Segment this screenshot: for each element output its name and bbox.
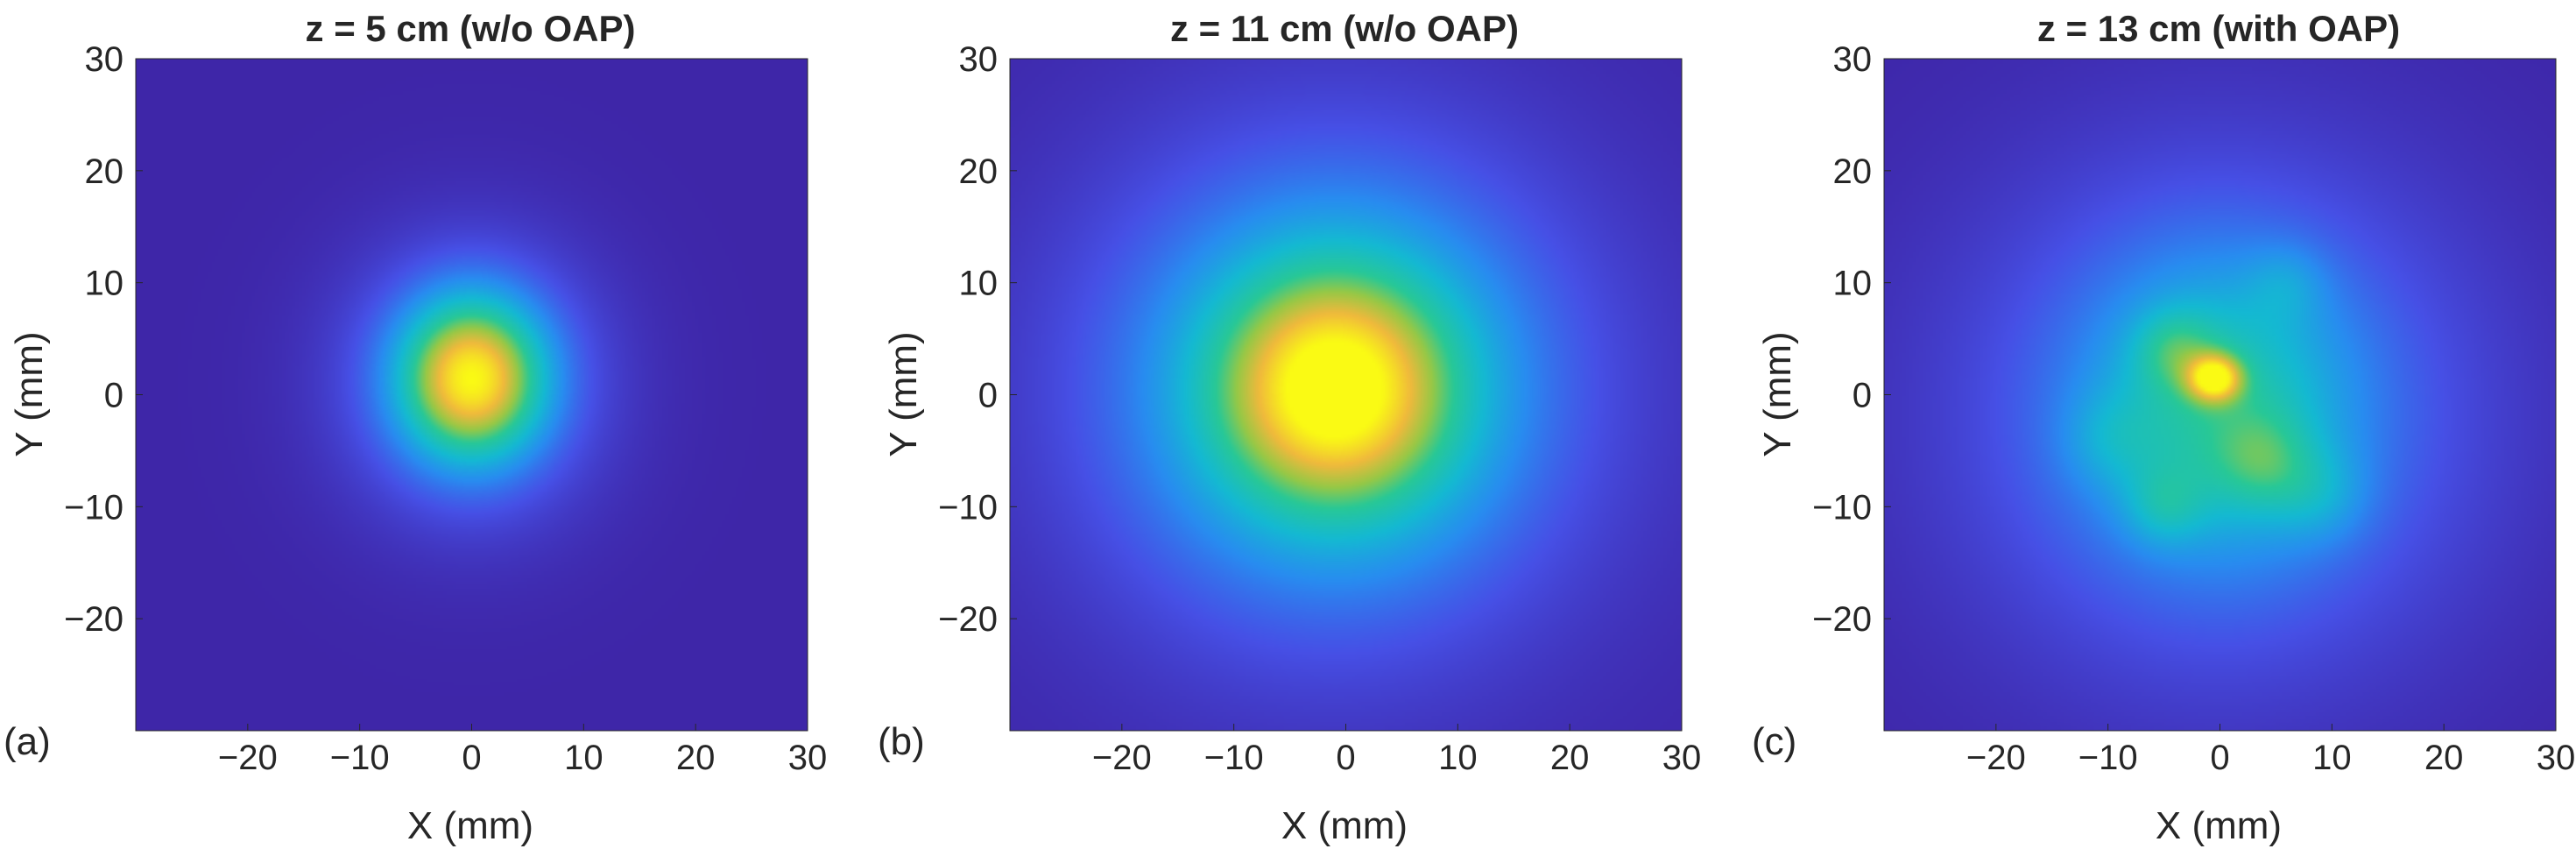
y-ticks: 30 20 10 0 −10 −20 [938,40,1017,639]
panel-label: (b) [878,720,925,763]
panel-a: z = 5 cm (w/o OAP) −20 −10 0 10 20 30 30 20 10 0… [4,8,827,847]
x-tick-label: 10 [564,739,603,777]
x-tick-label: 20 [2424,739,2464,777]
y-tick-label: 20 [959,152,999,191]
x-tick-label: −20 [1092,739,1152,777]
x-ticks: −20 −10 0 10 20 30 [1092,724,1701,777]
x-tick-label: 0 [462,739,481,777]
panel-label: (c) [1752,720,1796,763]
panel-c: z = 13 cm (with OAP) −20 −10 0 10 20 30 30 20 1… [1752,8,2575,847]
y-tick-label: −10 [938,488,998,527]
y-tick-label: 30 [85,40,124,79]
heatmap-image [136,59,808,731]
x-tick-label: 20 [676,739,716,777]
x-tick-label: 10 [1438,739,1478,777]
x-tick-label: 20 [1550,739,1590,777]
x-tick-label: 30 [2537,739,2576,777]
x-axis-label: X (mm) [1281,804,1408,847]
x-tick-label: 30 [788,739,828,777]
y-axis-label: Y (mm) [882,331,925,456]
y-tick-label: 20 [85,152,124,191]
y-tick-label: −20 [64,600,124,639]
x-tick-label: −20 [218,739,278,777]
y-tick-label: 10 [1833,265,1873,303]
heatmap-image [1884,59,2556,731]
x-tick-label: −20 [1966,739,2026,777]
y-tick-label: 20 [1833,152,1873,191]
y-tick-label: 0 [1853,377,1872,415]
y-tick-label: −20 [938,600,998,639]
y-ticks: 30 20 10 0 −10 −20 [1812,40,1891,639]
panel-title: z = 11 cm (w/o OAP) [1170,8,1519,49]
x-ticks: −20 −10 0 10 20 30 [1966,724,2575,777]
x-tick-label: −10 [330,739,390,777]
x-tick-label: −10 [1204,739,1264,777]
y-tick-label: 30 [1833,40,1873,79]
x-tick-label: −10 [2078,739,2138,777]
y-tick-label: −10 [64,488,124,527]
y-tick-label: 10 [959,265,999,303]
x-ticks: −20 −10 0 10 20 30 [218,724,827,777]
y-axis-label: Y (mm) [8,331,51,456]
y-tick-label: 30 [959,40,999,79]
y-tick-label: 0 [978,377,998,415]
x-tick-label: 0 [2210,739,2229,777]
x-tick-label: 10 [2312,739,2352,777]
heatmap-image [1010,59,1682,731]
x-tick-label: 0 [1336,739,1355,777]
y-ticks: 30 20 10 0 −10 −20 [64,40,143,639]
panel-title: z = 5 cm (w/o OAP) [306,8,636,49]
x-tick-label: 30 [1662,739,1702,777]
y-tick-label: 0 [104,377,124,415]
panel-title: z = 13 cm (with OAP) [2037,8,2400,49]
x-axis-label: X (mm) [2156,804,2282,847]
y-tick-label: −20 [1812,600,1872,639]
y-axis-label: Y (mm) [1756,331,1799,456]
y-tick-label: −10 [1812,488,1872,527]
panel-label: (a) [4,720,51,763]
x-axis-label: X (mm) [407,804,533,847]
y-tick-label: 10 [85,265,124,303]
panel-b: z = 11 cm (w/o OAP) −20 −10 0 10 20 30 30 20 10… [878,8,1701,847]
